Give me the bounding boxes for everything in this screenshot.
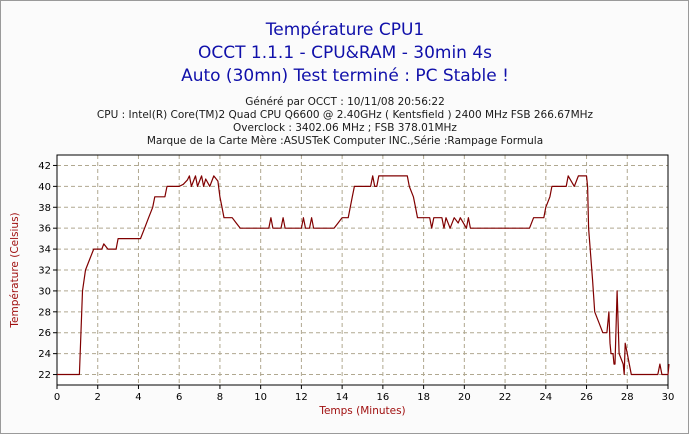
y-tick-label: 24: [38, 349, 51, 360]
x-tick-label: 18: [417, 392, 430, 403]
chart-title: Température CPU1: [265, 20, 425, 40]
x-tick-label: 10: [254, 392, 267, 403]
x-tick-label: 12: [295, 392, 308, 403]
x-axis-label: Temps (Minutes): [318, 405, 405, 417]
y-tick-label: 32: [38, 266, 51, 277]
x-tick-label: 26: [580, 392, 593, 403]
generated-info: Généré par OCCT : 10/11/08 20:56:22: [245, 96, 445, 108]
x-tick-label: 0: [54, 392, 60, 403]
y-tick-label: 26: [38, 328, 51, 339]
x-tick-label: 30: [662, 392, 675, 403]
y-tick-label: 30: [38, 286, 51, 297]
y-tick-label: 40: [38, 182, 51, 193]
overclock-info: Overclock : 3402.06 MHz ; FSB 378.01MHz: [233, 122, 457, 134]
x-tick-label: 24: [539, 392, 552, 403]
x-axis-ticks: 0 2 4 6 8 10 12 14 16 18 20 22 24 26 28 30: [54, 385, 675, 403]
cpu-info: CPU : Intel(R) Core(TM)2 Quad CPU Q6600 …: [96, 109, 594, 121]
x-tick-label: 16: [376, 392, 389, 403]
chart-subtitle-test: OCCT 1.1.1 - CPU&RAM - 30min 4s: [197, 43, 493, 63]
x-tick-label: 6: [176, 392, 182, 403]
y-tick-label: 28: [38, 307, 51, 318]
y-tick-label: 38: [38, 203, 51, 214]
y-tick-label: 34: [38, 245, 51, 256]
y-axis-label: Température (Celsius): [9, 212, 21, 328]
y-tick-label: 42: [38, 161, 51, 172]
motherboard-info: Marque de la Carte Mère :ASUSTeK Compute…: [146, 135, 544, 147]
temperature-series-line: [57, 175, 670, 376]
x-tick-label: 22: [499, 392, 512, 403]
x-tick-label: 4: [135, 392, 141, 403]
x-tick-label: 14: [336, 392, 349, 403]
x-tick-label: 2: [95, 392, 101, 403]
y-axis-ticks: 22 24 26 28 30 32 34 36 38 40 42: [38, 161, 57, 381]
x-tick-label: 8: [217, 392, 223, 403]
y-tick-label: 36: [38, 224, 51, 235]
x-tick-label: 20: [458, 392, 471, 403]
y-tick-label: 22: [38, 370, 51, 381]
x-tick-label: 28: [621, 392, 634, 403]
grid-lines: [57, 155, 668, 385]
chart-subtitle-result: Auto (30mn) Test terminé : PC Stable !: [181, 66, 509, 86]
